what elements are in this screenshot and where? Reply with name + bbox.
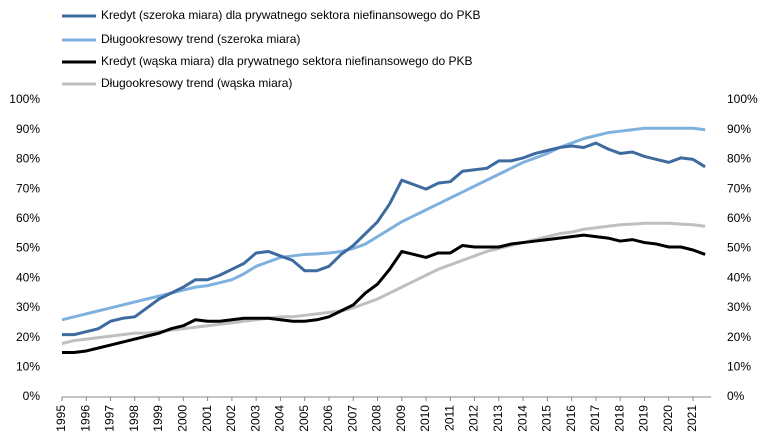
x-tick-label: 1996 [78, 405, 92, 432]
y-tick-label: 40% [16, 270, 40, 284]
y-tick-label: 50% [16, 241, 40, 255]
x-tick-label: 2017 [588, 405, 602, 432]
y2-tick-label: 60% [727, 211, 751, 225]
y2-tick-label: 100% [727, 92, 758, 106]
x-tick-label: 2000 [176, 405, 190, 432]
y-tick-label: 0% [23, 389, 41, 403]
x-tick-label: 2014 [515, 405, 529, 432]
y2-tick-label: 90% [727, 122, 751, 136]
x-tick-label: 2006 [321, 405, 335, 432]
y2-tick-label: 40% [727, 270, 751, 284]
x-tick-label: 2008 [370, 405, 384, 432]
y-tick-label: 80% [16, 152, 40, 166]
x-tick-label: 2004 [273, 405, 287, 432]
x-tick-label: 2012 [467, 405, 481, 432]
x-tick-label: 2015 [540, 405, 554, 432]
series-line [61, 126, 706, 322]
y-tick-label: 100% [9, 92, 40, 106]
y-tick-label: 30% [16, 300, 40, 314]
x-tick-label: 2005 [297, 405, 311, 432]
y2-tick-label: 10% [727, 359, 751, 373]
legend-label: Kredyt (szeroka miara) dla prywatnego se… [101, 8, 481, 22]
x-tick-label: 2009 [394, 405, 408, 432]
series-line [61, 221, 706, 345]
series-line [62, 233, 706, 354]
y2-tick-label: 30% [727, 300, 751, 314]
x-tick-label: 1998 [127, 405, 141, 432]
x-tick-label: 2013 [491, 405, 505, 432]
y2-tick-label: 70% [727, 181, 751, 195]
x-tick-label: 2007 [345, 405, 359, 432]
x-tick-label: 2010 [418, 405, 432, 432]
x-tick-label: 2002 [224, 405, 238, 432]
x-tick-label: 2018 [612, 405, 626, 432]
legend-label: Długookresowy trend (wąska miara) [101, 76, 292, 90]
y2-tick-label: 20% [727, 330, 751, 344]
y2-tick-label: 50% [727, 241, 751, 255]
legend-label: Długookresowy trend (szeroka miara) [101, 32, 300, 46]
series-line [62, 141, 706, 337]
x-tick-label: 1995 [54, 405, 68, 432]
x-tick-label: 2021 [685, 405, 699, 432]
x-tick-label: 2016 [564, 405, 578, 432]
x-tick-label: 2011 [442, 405, 456, 431]
legend-label: Kredyt (wąska miara) dla prywatnego sekt… [101, 54, 473, 68]
x-tick-label: 2003 [248, 405, 262, 432]
x-tick-label: 1997 [103, 405, 117, 432]
x-tick-label: 1999 [151, 405, 165, 432]
y2-tick-label: 80% [727, 152, 751, 166]
y2-tick-label: 0% [727, 389, 745, 403]
x-tick-label: 2020 [661, 405, 675, 432]
x-tick-label: 2019 [637, 405, 651, 432]
y-tick-label: 20% [16, 330, 40, 344]
y-tick-label: 90% [16, 122, 40, 136]
y-tick-label: 10% [16, 359, 40, 373]
x-tick-label: 2001 [200, 405, 214, 432]
y-tick-label: 70% [16, 181, 40, 195]
y-tick-label: 60% [16, 211, 40, 225]
